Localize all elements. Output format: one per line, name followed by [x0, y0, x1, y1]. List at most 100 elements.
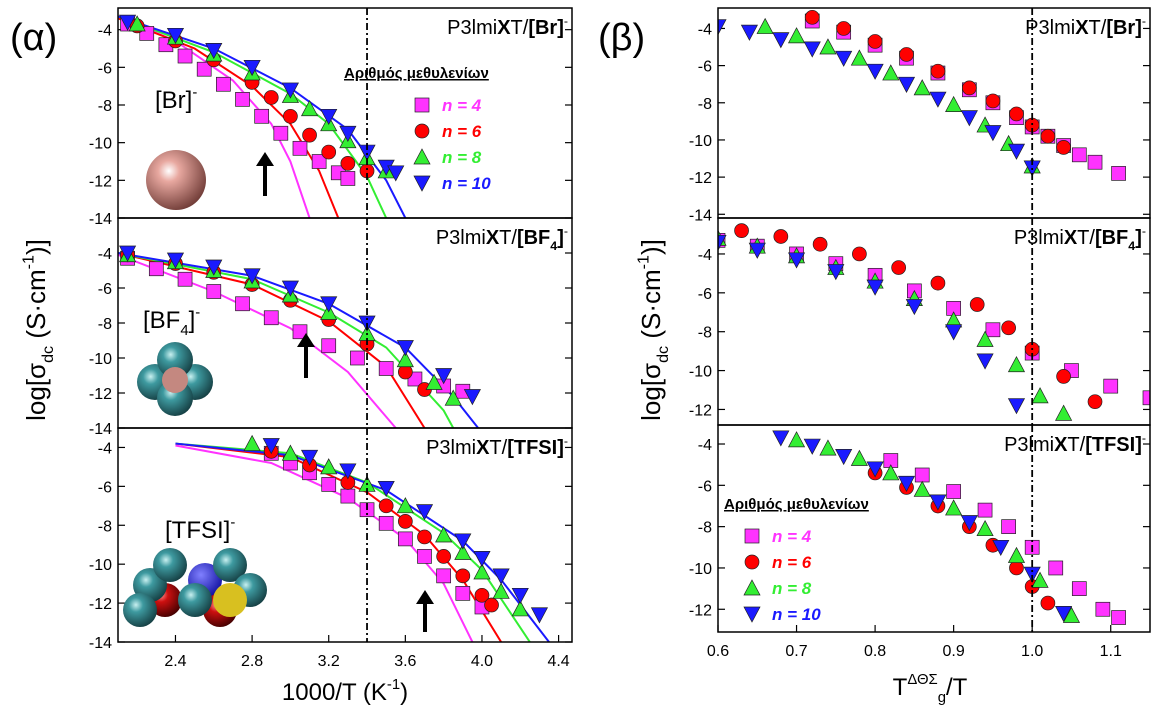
marker	[415, 504, 434, 521]
x-tick-label: 2.8	[241, 653, 263, 670]
marker	[718, 234, 727, 252]
text-part: X	[476, 437, 490, 459]
marker	[378, 498, 394, 514]
marker	[444, 389, 462, 406]
y-tick-label: -4	[698, 247, 712, 264]
text-part: [BF	[143, 307, 180, 334]
marker	[118, 245, 137, 262]
marker	[273, 125, 289, 141]
marker	[976, 519, 994, 537]
marker	[339, 125, 357, 142]
marker	[530, 607, 549, 624]
marker	[1007, 356, 1026, 373]
text-part: 4	[180, 323, 188, 339]
marker	[913, 79, 931, 96]
text-part: P3lmi	[1025, 17, 1075, 39]
marker	[866, 63, 884, 80]
marker	[396, 351, 414, 368]
marker	[243, 59, 261, 77]
marker	[396, 497, 414, 514]
text-part: ]	[557, 227, 564, 249]
marker	[882, 64, 900, 81]
marker	[455, 586, 471, 601]
marker	[992, 539, 1010, 557]
legend-label: n = 4	[442, 96, 482, 115]
text-part: [Br]	[1106, 17, 1142, 39]
panel-label: (β)	[598, 17, 645, 59]
marker	[463, 389, 481, 406]
marker	[772, 32, 790, 49]
marker	[377, 480, 395, 498]
marker	[819, 38, 837, 55]
marker	[1087, 154, 1103, 170]
fit-line	[118, 252, 455, 428]
y-tick-label: -12	[89, 386, 112, 403]
marker	[300, 100, 319, 117]
legend-marker	[414, 97, 430, 113]
text-part: -1	[387, 677, 400, 693]
marker	[235, 91, 250, 107]
text-part: X	[497, 17, 511, 39]
marker	[835, 50, 853, 67]
marker	[235, 296, 250, 312]
marker	[455, 568, 471, 584]
marker	[1056, 140, 1071, 155]
x-tick-label: 4.0	[471, 653, 493, 670]
marker	[850, 449, 868, 466]
legend-marker	[744, 528, 760, 544]
marker	[166, 27, 185, 45]
molecule-icon	[146, 150, 206, 210]
y-tick-label: -12	[89, 173, 112, 190]
text-part: /T	[946, 674, 968, 701]
text-part: T/	[499, 227, 517, 249]
marker	[148, 261, 164, 277]
text-part: -1	[634, 255, 652, 269]
panel-label: (α)	[10, 17, 57, 59]
subplot-title: P3lmiXT/[BF4]-	[1014, 224, 1146, 253]
molecule-icon	[213, 548, 247, 582]
text-part: -1	[19, 255, 37, 269]
marker	[1056, 369, 1071, 384]
marker	[1111, 610, 1126, 625]
marker	[867, 34, 883, 49]
marker	[946, 484, 961, 499]
text-part: X	[486, 227, 500, 249]
text-part: [BF	[517, 227, 550, 249]
marker	[977, 502, 993, 518]
legend-title: Αριθμός μεθυλενίων	[724, 496, 869, 513]
legend-label: n = 4	[772, 527, 812, 546]
marker	[748, 242, 766, 259]
marker	[177, 271, 193, 287]
y-tick-label: -8	[698, 96, 712, 113]
arrow-head	[297, 333, 315, 347]
marker	[960, 515, 978, 532]
y-tick-label: -10	[89, 351, 112, 368]
marker	[787, 252, 806, 269]
marker	[350, 350, 365, 366]
plot-frame	[717, 424, 1151, 633]
marker	[1007, 398, 1026, 415]
marker	[473, 550, 491, 568]
marker	[320, 108, 338, 126]
marker	[897, 76, 916, 93]
x-tick-label: 1.0	[1021, 643, 1043, 660]
y-tick-label: -4	[98, 23, 112, 40]
subplot-title: P3lmiXT/[TFSI]-	[426, 434, 568, 459]
x-tick-label: 0.6	[707, 643, 729, 660]
marker	[436, 568, 452, 584]
x-tick-label: 0.9	[943, 643, 965, 660]
text-part: -	[1142, 224, 1146, 238]
marker	[397, 514, 413, 529]
legend-marker	[413, 175, 431, 192]
marker	[914, 467, 930, 483]
marker	[718, 19, 727, 36]
marker	[216, 76, 231, 92]
y-tick-label: -14	[89, 211, 112, 228]
subplot-title: P3lmiXT/[TFSI]-	[1004, 431, 1146, 456]
marker	[1142, 390, 1150, 406]
marker	[882, 464, 900, 481]
marker	[474, 587, 490, 603]
marker	[835, 449, 853, 466]
molecule-icon	[178, 583, 212, 617]
text-part: g	[938, 690, 946, 706]
